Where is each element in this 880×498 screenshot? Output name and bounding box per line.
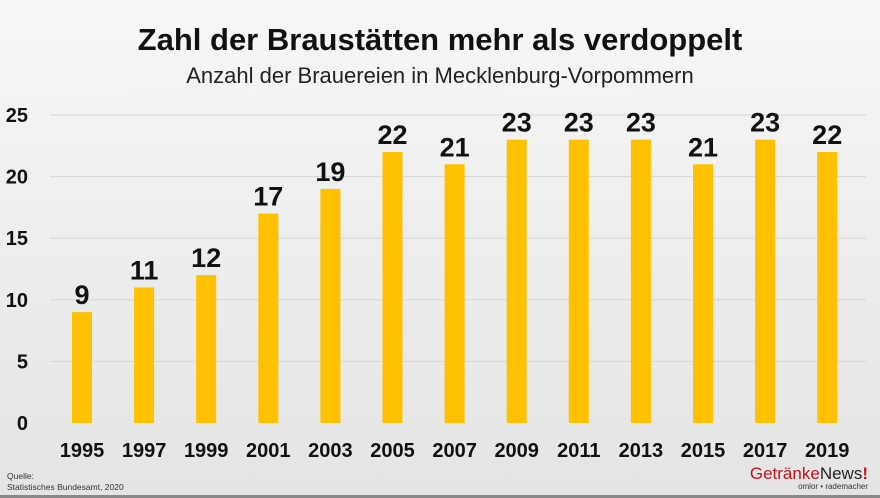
bar <box>693 164 713 423</box>
data-label: 23 <box>564 108 594 138</box>
data-label: 21 <box>688 132 718 162</box>
bar <box>630 139 651 423</box>
data-label: 9 <box>74 280 89 310</box>
bar <box>72 312 92 423</box>
x-tick-label: 2013 <box>619 440 664 462</box>
bar <box>568 139 589 423</box>
x-tick-label: 2019 <box>805 440 850 462</box>
y-tick-label: 0 <box>17 413 28 435</box>
data-label: 12 <box>191 243 221 273</box>
data-label: 23 <box>750 108 780 138</box>
x-tick-label: 2015 <box>681 440 726 462</box>
data-label: 23 <box>626 108 656 138</box>
x-tick-label: 2005 <box>370 440 415 462</box>
y-tick-label: 15 <box>6 228 28 250</box>
data-label: 22 <box>377 120 407 150</box>
x-tick-label: 1999 <box>184 440 229 462</box>
y-tick-label: 20 <box>6 167 28 189</box>
chart-title: Zahl der Braustätten mehr als verdoppelt <box>137 22 743 57</box>
logo: GetränkeNews! omlor • rademacher <box>749 464 868 491</box>
y-tick-label: 5 <box>17 351 28 373</box>
x-tick-label: 2007 <box>432 440 477 462</box>
x-tick-label: 1997 <box>122 440 167 462</box>
bar <box>755 139 776 423</box>
data-label: 11 <box>130 255 159 285</box>
data-label: 19 <box>315 157 345 187</box>
source-text: Statistisches Bundesamt, 2020 <box>7 482 124 492</box>
source-note: Quelle: Statistisches Bundesamt, 2020 <box>7 471 124 493</box>
x-tick-label: 2011 <box>557 440 600 462</box>
x-tick-label: 2009 <box>494 440 539 462</box>
chart-subtitle: Anzahl der Brauereien in Mecklenburg-Vor… <box>186 63 694 88</box>
y-tick-label: 10 <box>6 290 28 312</box>
x-tick-label: 2003 <box>308 440 353 462</box>
data-label: 22 <box>812 120 842 150</box>
x-tick-label: 2017 <box>743 440 788 462</box>
bar <box>320 188 341 423</box>
bar <box>196 275 217 423</box>
bottom-border <box>0 495 880 498</box>
x-tick-label: 1995 <box>60 440 105 462</box>
bar <box>817 151 838 423</box>
source-label: Quelle: <box>7 471 34 481</box>
bar <box>382 151 403 423</box>
x-tick-label: 2001 <box>246 440 291 462</box>
data-label: 21 <box>440 132 470 162</box>
bar <box>258 213 279 423</box>
bar <box>134 287 155 423</box>
data-label: 23 <box>502 108 532 138</box>
bar <box>444 164 465 423</box>
y-tick-label: 25 <box>6 105 28 127</box>
data-label: 17 <box>253 182 283 212</box>
bar <box>506 139 527 423</box>
